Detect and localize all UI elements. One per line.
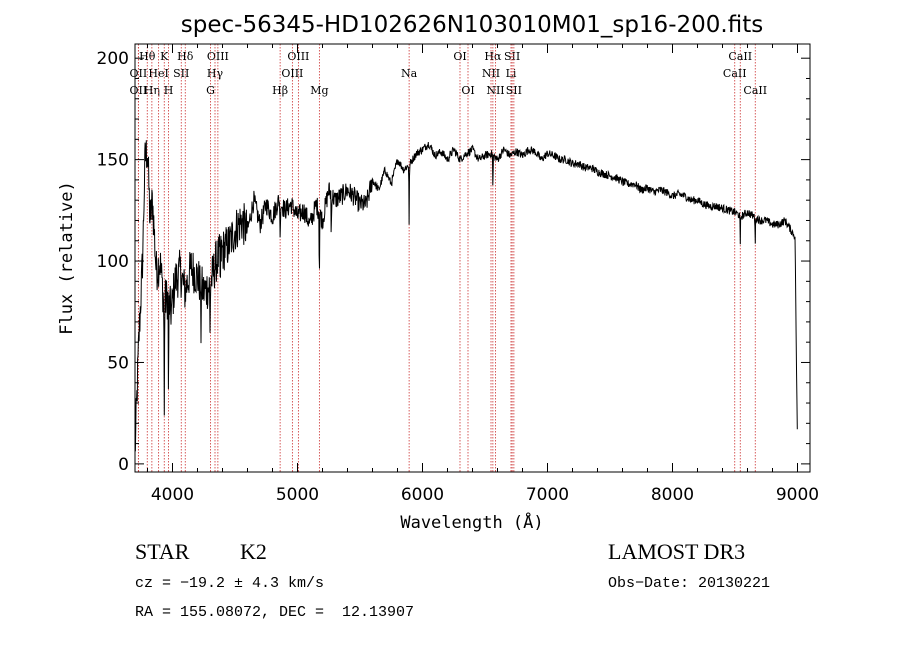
y-tick-label: 200 — [97, 49, 129, 69]
x-tick-label: 7000 — [526, 485, 569, 505]
spectral-line-label: OII — [130, 67, 148, 80]
spectral-line-label: Li — [506, 67, 517, 80]
x-tick-label: 4000 — [151, 485, 194, 505]
spectral-line-label: HeI — [148, 67, 168, 80]
x-tick-label: 5000 — [276, 485, 319, 505]
spectral-line-label: Na — [401, 67, 418, 80]
y-axis: 0 50 100 150 200 — [97, 49, 810, 475]
spectrum-line — [134, 140, 798, 452]
spectral-line-label: Hβ — [272, 84, 288, 97]
object-subclass: K2 — [240, 539, 267, 564]
spectral-line-label: SII — [506, 84, 522, 97]
spectral-line-label: OIII — [207, 50, 229, 63]
spectral-line-label: OIII — [287, 50, 309, 63]
spectral-line-label: Hδ — [177, 50, 194, 63]
x-tick-label: 8000 — [651, 485, 694, 505]
spectral-line-label: OII — [130, 84, 148, 97]
spectral-line-label: Hα — [484, 50, 502, 63]
spectral-line-label: K — [160, 50, 169, 63]
spectral-line-label: CaII — [728, 50, 752, 63]
y-tick-label: 100 — [97, 252, 129, 272]
spectral-line-label: SII — [173, 67, 189, 80]
spectral-line-label: CaII — [743, 84, 767, 97]
y-tick-label: 50 — [107, 353, 129, 373]
spectral-line-label: H — [164, 84, 174, 97]
spectral-line-label: G — [206, 84, 215, 97]
spectral-line-label: NII — [482, 67, 500, 80]
coordinates-text: RA = 155.08072, DEC = 12.13907 — [135, 604, 415, 621]
spectral-line-label: Hθ — [139, 50, 156, 63]
y-tick-label: 0 — [118, 455, 129, 475]
spectral-line-label: OI — [461, 84, 474, 97]
spectral-line-label: Mg — [310, 84, 328, 97]
spectral-line-label: OI — [453, 50, 466, 63]
x-axis-label: Wavelength (Å) — [400, 511, 543, 533]
spectral-line-label: Hγ — [207, 67, 224, 80]
spectral-line-label: Hη — [144, 84, 160, 97]
spectral-line-label: CaII — [723, 67, 747, 80]
y-axis-label: Flux (relative) — [57, 181, 77, 335]
object-class: STAR — [135, 539, 190, 564]
spectral-line-label: SII — [504, 50, 520, 63]
survey-name: LAMOST DR3 — [608, 539, 746, 564]
y-tick-label: 150 — [97, 151, 129, 171]
spectral-line-label: OIII — [281, 67, 303, 80]
redshift-text: cz = −19.2 ± 4.3 km/s — [135, 575, 325, 592]
plot-frame — [134, 43, 811, 473]
chart-title: spec-56345-HD102626N103010M01_sp16-200.f… — [181, 12, 763, 38]
x-tick-label: 9000 — [776, 485, 819, 505]
x-axis: 4000 5000 6000 7000 8000 9000 — [147, 44, 819, 505]
obs-date-text: Obs−Date: 20130221 — [608, 575, 771, 592]
x-tick-label: 6000 — [401, 485, 444, 505]
spectral-line-label: NII — [486, 84, 504, 97]
